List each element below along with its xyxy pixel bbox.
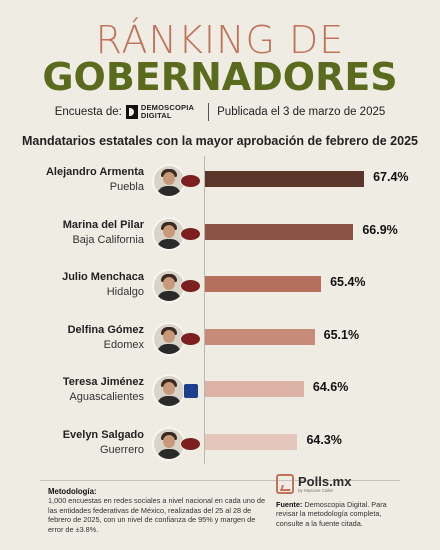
approval-bar [205,276,322,292]
governor-name: Delfina Gómez [67,323,144,336]
party-logo-icon [180,436,201,451]
title-line-2: GOBERNADORES [42,55,398,99]
state-name: Hidalgo [106,286,144,298]
chart-row: Delfina Gómez Edomex 65.1% [0,318,440,358]
encuesta-label: Encuesta de: [54,106,122,118]
source-title: Fuente: [276,500,303,509]
chart-row: Evelyn Salgado Guerrero 64.3% [0,423,440,463]
party-logo-icon [180,279,201,293]
chart-row: Alejandro Armenta Puebla 67.4% [0,160,440,200]
governor-name: Marina del Pilar [62,218,144,231]
governor-photo [152,374,186,408]
state-name: Baja California [72,233,144,246]
approval-value: 66.9% [362,222,398,237]
source-note: Fuente: Demoscopia Digital. Para revisar… [276,500,402,528]
published-date: Publicada el 3 de marzo de 2025 [217,106,386,118]
governor-name: Teresa Jiménez [62,376,144,388]
chart-row: Julio Menchaca Hidalgo 65.4% [0,265,440,305]
approval-value: 64.6% [312,380,349,394]
approval-value: 67.4% [373,170,409,184]
approval-bar [205,171,365,187]
logo-text-line2: DIGITAL [140,111,172,120]
governor-photo [152,216,186,251]
methodology-note: Metodología: 1,000 encuestas en redes so… [48,487,270,534]
approval-bar [205,223,354,240]
chart-row: Teresa Jiménez Aguascalientes 64.6% [0,370,440,410]
governor-name: Alejandro Armenta [45,166,144,178]
governor-name: Julio Menchaca [62,271,144,283]
party-logo-icon [180,331,201,346]
brand-name: Polls.mx [298,473,352,489]
approval-value: 65.4% [330,275,366,289]
axis-line [204,156,205,464]
approval-bar [205,433,298,450]
title-line-1: RÁNKING DE [95,18,345,62]
party-logo-icon [180,226,201,241]
approval-value: 65.1% [323,327,360,342]
approval-bar [205,381,304,397]
state-name: Edomex [103,338,144,351]
methodology-title: Metodología: [48,487,97,496]
methodology-text: 1,000 encuestas en redes sociales a nive… [48,496,266,534]
state-name: Guerrero [99,443,144,456]
brand-sub: by Massive Caller [298,487,334,493]
state-name: Puebla [109,181,144,193]
state-name: Aguascalientes [69,391,144,403]
demoscopia-logo: DEMOSCOPIA DIGITAL [125,103,195,120]
footer-divider [40,480,400,481]
polls-chart-icon [276,474,294,494]
party-logo-icon [180,174,201,188]
approval-value: 64.3% [306,432,342,447]
source-text: Demoscopia Digital. Para revisar la meto… [276,500,387,528]
chart-subtitle: Mandatarios estatales con la mayor aprob… [22,134,418,148]
chart-row: Marina del Pilar Baja California 66.9% [0,213,440,253]
governor-name: Evelyn Salgado [62,428,144,441]
logo-text-line1: DEMOSCOPIA [140,103,195,112]
separator [208,103,210,121]
polls-logo: Polls.mx by Massive Caller [276,474,351,494]
approval-bar [205,328,315,345]
demoscopia-logo-icon [125,105,138,119]
party-logo-icon [183,383,199,399]
source-line: Encuesta de: DEMOSCOPIA DIGITAL Publicad… [0,102,440,122]
